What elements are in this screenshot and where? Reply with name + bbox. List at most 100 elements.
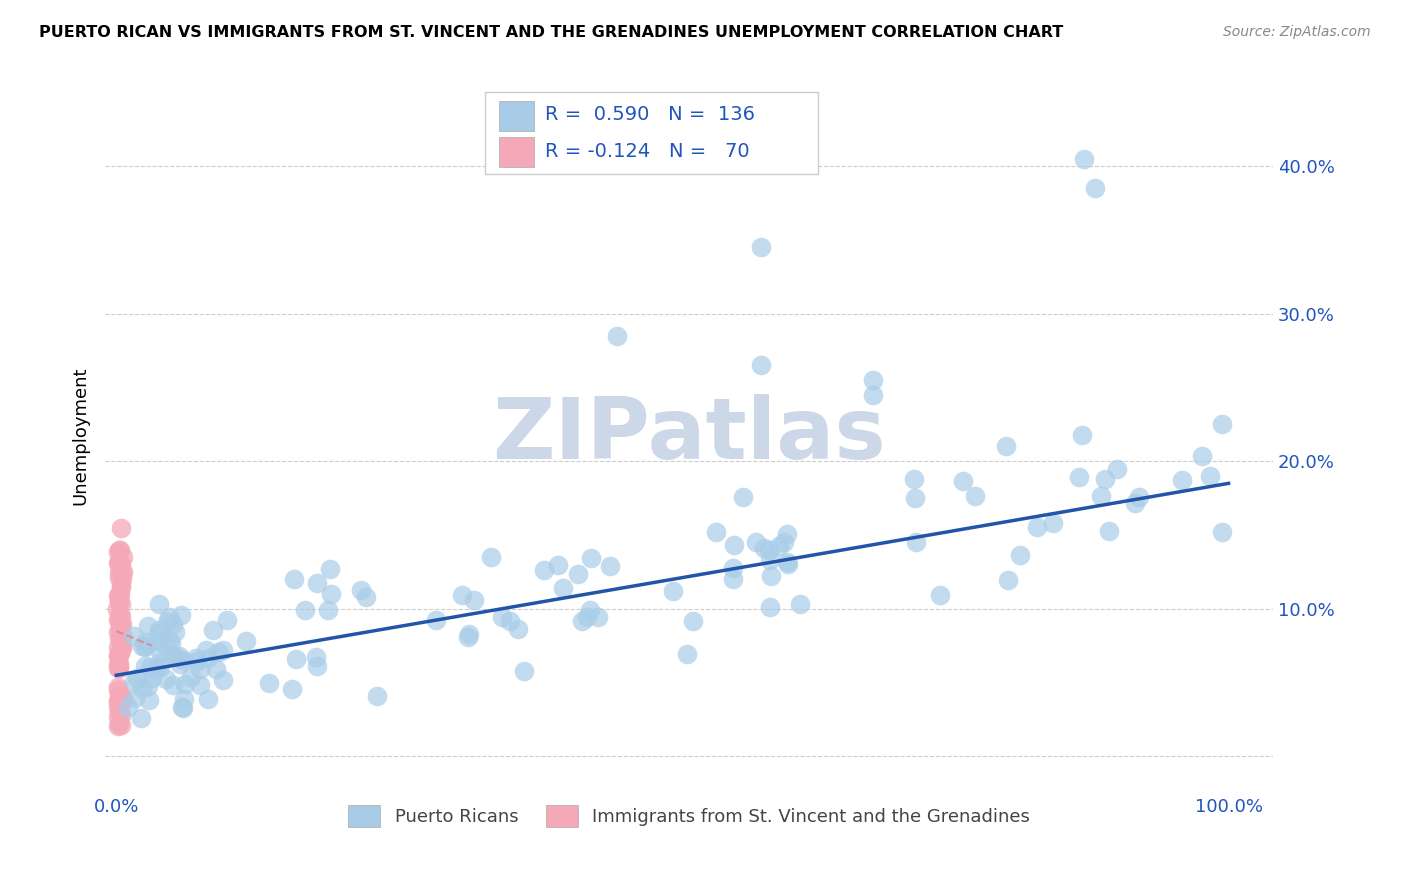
Point	[134, 640, 156, 655]
Y-axis label: Unemployment: Unemployment	[72, 366, 89, 505]
Point	[173, 691, 195, 706]
Point	[108, 615, 131, 629]
Point	[457, 626, 479, 640]
Point	[136, 619, 159, 633]
Point	[108, 557, 131, 571]
Point	[111, 565, 134, 579]
Point	[676, 647, 699, 661]
Point	[107, 658, 129, 673]
Point	[758, 542, 780, 557]
Point	[170, 699, 193, 714]
Point	[772, 534, 794, 549]
Text: R =  0.590   N =  136: R = 0.590 N = 136	[546, 105, 755, 124]
Point	[153, 638, 176, 652]
Point	[125, 671, 148, 685]
Point	[547, 558, 569, 572]
Point	[212, 673, 235, 687]
Point	[107, 649, 129, 664]
Point	[108, 587, 131, 601]
Point	[451, 588, 474, 602]
Point	[107, 689, 129, 703]
Point	[107, 705, 129, 719]
Point	[759, 599, 782, 614]
Point	[107, 695, 129, 709]
Point	[108, 571, 131, 585]
Point	[513, 664, 536, 678]
Point	[731, 490, 754, 504]
Point	[107, 660, 129, 674]
Text: ZIPatlas: ZIPatlas	[492, 394, 886, 477]
Point	[107, 612, 129, 626]
Point	[107, 649, 129, 664]
Point	[107, 566, 129, 580]
Point	[319, 562, 342, 576]
Point	[141, 671, 163, 685]
Point	[682, 614, 704, 628]
Point	[110, 578, 132, 592]
Point	[768, 539, 790, 553]
Point	[205, 662, 228, 676]
Point	[107, 710, 129, 724]
Point	[321, 587, 343, 601]
Point	[122, 674, 145, 689]
Point	[498, 614, 520, 628]
FancyBboxPatch shape	[485, 92, 817, 174]
Point	[148, 625, 170, 640]
Point	[1094, 472, 1116, 486]
Point	[721, 561, 744, 575]
Point	[107, 680, 129, 694]
Point	[108, 624, 131, 638]
Point	[723, 572, 745, 586]
FancyBboxPatch shape	[499, 136, 534, 167]
Point	[479, 550, 502, 565]
Point	[110, 620, 132, 634]
Point	[257, 675, 280, 690]
Point	[111, 572, 134, 586]
Point	[124, 690, 146, 705]
Point	[170, 608, 193, 623]
Point	[195, 642, 218, 657]
Point	[107, 590, 129, 604]
Point	[148, 632, 170, 647]
Point	[188, 677, 211, 691]
Point	[307, 659, 329, 673]
Point	[215, 613, 238, 627]
Point	[145, 663, 167, 677]
Point	[111, 689, 134, 703]
Point	[862, 373, 884, 387]
Point	[281, 682, 304, 697]
Point	[108, 658, 131, 673]
Point	[131, 639, 153, 653]
Point	[305, 576, 328, 591]
Point	[155, 672, 177, 686]
Point	[952, 475, 974, 489]
Point	[305, 650, 328, 665]
Point	[107, 602, 129, 616]
Point	[188, 662, 211, 676]
Point	[108, 558, 131, 572]
Point	[463, 593, 485, 607]
Point	[110, 717, 132, 731]
Point	[134, 659, 156, 673]
Point	[169, 649, 191, 664]
Point	[157, 632, 180, 647]
Point	[775, 526, 797, 541]
Point	[108, 615, 131, 630]
Point	[1105, 462, 1128, 476]
Point	[553, 582, 575, 596]
Point	[157, 610, 180, 624]
Point	[789, 597, 811, 611]
Point	[1211, 524, 1233, 539]
Point	[1191, 449, 1213, 463]
Point	[110, 557, 132, 571]
Point	[579, 603, 602, 617]
Text: R = -0.124   N =   70: R = -0.124 N = 70	[546, 143, 751, 161]
Point	[108, 589, 131, 603]
Point	[150, 646, 173, 660]
Point	[776, 557, 799, 571]
Point	[759, 553, 782, 567]
Point	[1067, 470, 1090, 484]
Point	[159, 636, 181, 650]
Point	[162, 648, 184, 663]
Point	[107, 594, 129, 608]
